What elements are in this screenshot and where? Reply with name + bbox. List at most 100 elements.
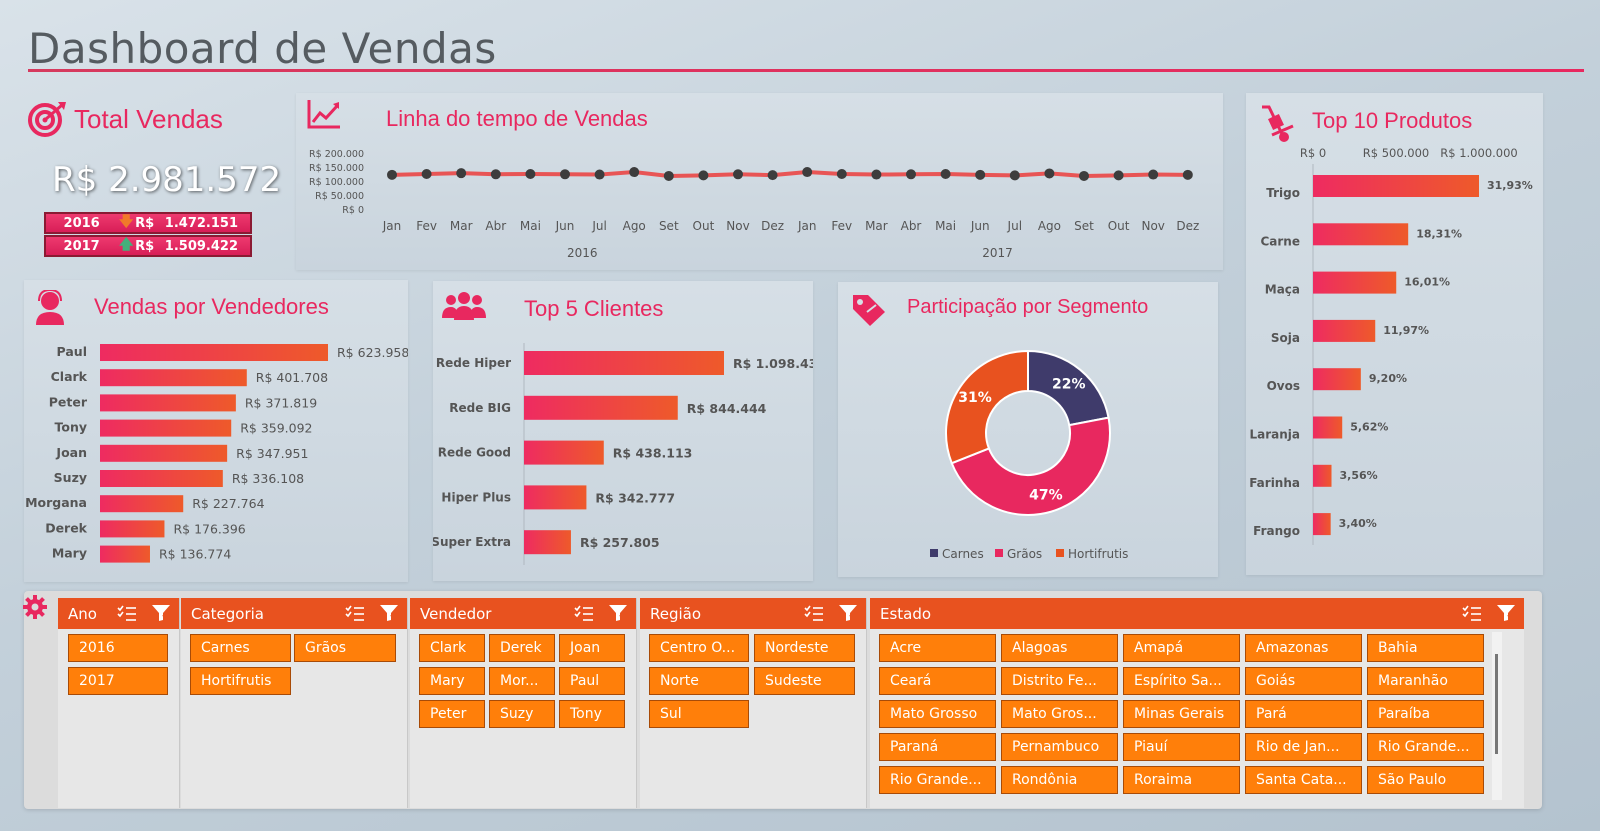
bar <box>100 520 165 538</box>
category-label: Peter <box>49 394 88 409</box>
slicer-item[interactable]: Sul <box>649 700 749 728</box>
slicer-item[interactable]: Rio Grande... <box>879 766 996 794</box>
slicer-item[interactable]: Paraíba <box>1367 700 1484 728</box>
clientes-title: Top 5 Clientes <box>524 296 664 321</box>
year-2016-box: 2016 🡇 R$ 1.472.151 <box>44 212 252 234</box>
clear-filter-icon[interactable] <box>151 604 171 622</box>
multi-select-icon[interactable] <box>804 604 824 622</box>
slicer-item[interactable]: Maranhão <box>1367 667 1484 695</box>
slicer-item[interactable]: Piauí <box>1123 733 1240 761</box>
slicer-item[interactable]: Grãos <box>294 634 396 662</box>
slicer-header: Estado <box>870 598 1524 629</box>
scrollbar-thumb[interactable] <box>1495 654 1498 754</box>
slicer-item[interactable]: Bahia <box>1367 634 1484 662</box>
arrow-up-icon: 🡅 <box>118 237 134 253</box>
data-point <box>836 169 847 179</box>
produtos-panel <box>1246 93 1543 575</box>
month-label: Mar <box>450 219 473 233</box>
slicer-item[interactable]: Alagoas <box>1001 634 1118 662</box>
slicer-item[interactable]: Pará <box>1245 700 1362 728</box>
slicer-item[interactable]: Peter <box>419 700 485 728</box>
title-underline <box>28 69 1584 72</box>
slicer-item[interactable]: Clark <box>419 634 485 662</box>
slicer-item[interactable]: Tony <box>559 700 625 728</box>
slicer-item[interactable]: Nordeste <box>754 634 855 662</box>
timeline-panel <box>296 93 1223 270</box>
slicer-item[interactable]: São Paulo <box>1367 766 1484 794</box>
data-point <box>871 169 882 180</box>
multi-select-icon[interactable] <box>574 604 594 622</box>
value-label: 11,97% <box>1383 324 1429 337</box>
category-label: Maça <box>1265 283 1300 297</box>
produtos-chart: R$ 0 R$ 500.000 R$ 1.000.000 Trigo 31,93% Car… <box>1249 146 1533 545</box>
clear-filter-icon[interactable] <box>838 604 858 622</box>
data-point <box>1009 170 1020 181</box>
slicer-item[interactable]: Sudeste <box>754 667 855 695</box>
slicer-item[interactable]: Ceará <box>879 667 996 695</box>
month-label: Jul <box>591 219 606 233</box>
data-point <box>387 169 397 180</box>
slicer-item[interactable]: Rio Grande... <box>1367 733 1484 761</box>
gear-icon[interactable] <box>22 594 48 620</box>
slicer-item[interactable]: Derek <box>489 634 555 662</box>
slicer-item[interactable]: Espírito Sa... <box>1123 667 1240 695</box>
month-label: Abr <box>485 219 506 233</box>
slicer-item[interactable]: Distrito Fe... <box>1001 667 1118 695</box>
slicer-item[interactable]: Amapá <box>1123 634 1240 662</box>
category-label: Mary <box>52 546 87 561</box>
slicer-scrollbar[interactable] <box>1492 632 1502 800</box>
slicer-item[interactable]: Mary <box>419 667 485 695</box>
slicer-item[interactable]: Roraima <box>1123 766 1240 794</box>
legend-swatch <box>995 549 1003 557</box>
arrow-down-icon: 🡇 <box>118 214 134 230</box>
bar <box>100 495 184 513</box>
total-vendas-title: Total Vendas <box>74 104 223 134</box>
bar <box>1313 416 1343 439</box>
value-label: R$ 176.396 <box>173 521 245 536</box>
slicer-item[interactable]: Hortifrutis <box>190 667 291 695</box>
produtos-title: Top 10 Produtos <box>1312 108 1473 133</box>
bar <box>524 440 604 465</box>
multi-select-icon[interactable] <box>1462 604 1482 622</box>
slicer-item[interactable]: Pernambuco <box>1001 733 1118 761</box>
slicer-item[interactable]: Goiás <box>1245 667 1362 695</box>
data-point <box>1182 169 1193 180</box>
slicer-item[interactable]: Carnes <box>190 634 291 662</box>
data-point <box>733 169 743 180</box>
slicer-header: Ano <box>58 598 179 629</box>
slicer-item[interactable]: Mor... <box>489 667 555 695</box>
value-label: 18,31% <box>1416 227 1462 240</box>
slicer-item[interactable]: Acre <box>879 634 996 662</box>
month-label: Ago <box>623 219 646 233</box>
slicer-item[interactable]: Joan <box>559 634 625 662</box>
clear-filter-icon[interactable] <box>379 604 399 622</box>
data-point <box>698 170 709 181</box>
clear-filter-icon[interactable] <box>1496 604 1516 622</box>
slicer-item[interactable]: Mato Gros... <box>1001 700 1118 728</box>
category-label: Carne <box>1260 234 1300 248</box>
slicer-item[interactable]: Rio de Jan... <box>1245 733 1362 761</box>
slicer-item[interactable]: Mato Grosso <box>879 700 996 728</box>
slicer-item[interactable]: Rondônia <box>1001 766 1118 794</box>
legend-swatch <box>1056 549 1064 557</box>
category-label: Frango <box>1253 524 1300 538</box>
slicer-item[interactable]: Centro O... <box>649 634 749 662</box>
slicer-item[interactable]: Minas Gerais <box>1123 700 1240 728</box>
slicer-item[interactable]: Suzy <box>489 700 555 728</box>
bar <box>100 344 328 361</box>
data-point <box>940 169 951 179</box>
value-label: R$ 371.819 <box>245 395 317 410</box>
slicer-item[interactable]: Amazonas <box>1245 634 1362 662</box>
clear-filter-icon[interactable] <box>608 604 628 622</box>
category-label: Paul <box>57 344 87 359</box>
value-label: R$ 1.098.433 <box>733 356 813 371</box>
slicer-item[interactable]: Norte <box>649 667 749 695</box>
month-label: Jun <box>970 219 990 233</box>
multi-select-icon[interactable] <box>345 604 365 622</box>
slicer-item[interactable]: Paraná <box>879 733 996 761</box>
multi-select-icon[interactable] <box>117 604 137 622</box>
slicer-item[interactable]: Paul <box>559 667 625 695</box>
slicer-item[interactable]: Santa Cata... <box>1245 766 1362 794</box>
slicer-item[interactable]: 2016 <box>68 634 168 662</box>
slicer-item[interactable]: 2017 <box>68 667 168 695</box>
